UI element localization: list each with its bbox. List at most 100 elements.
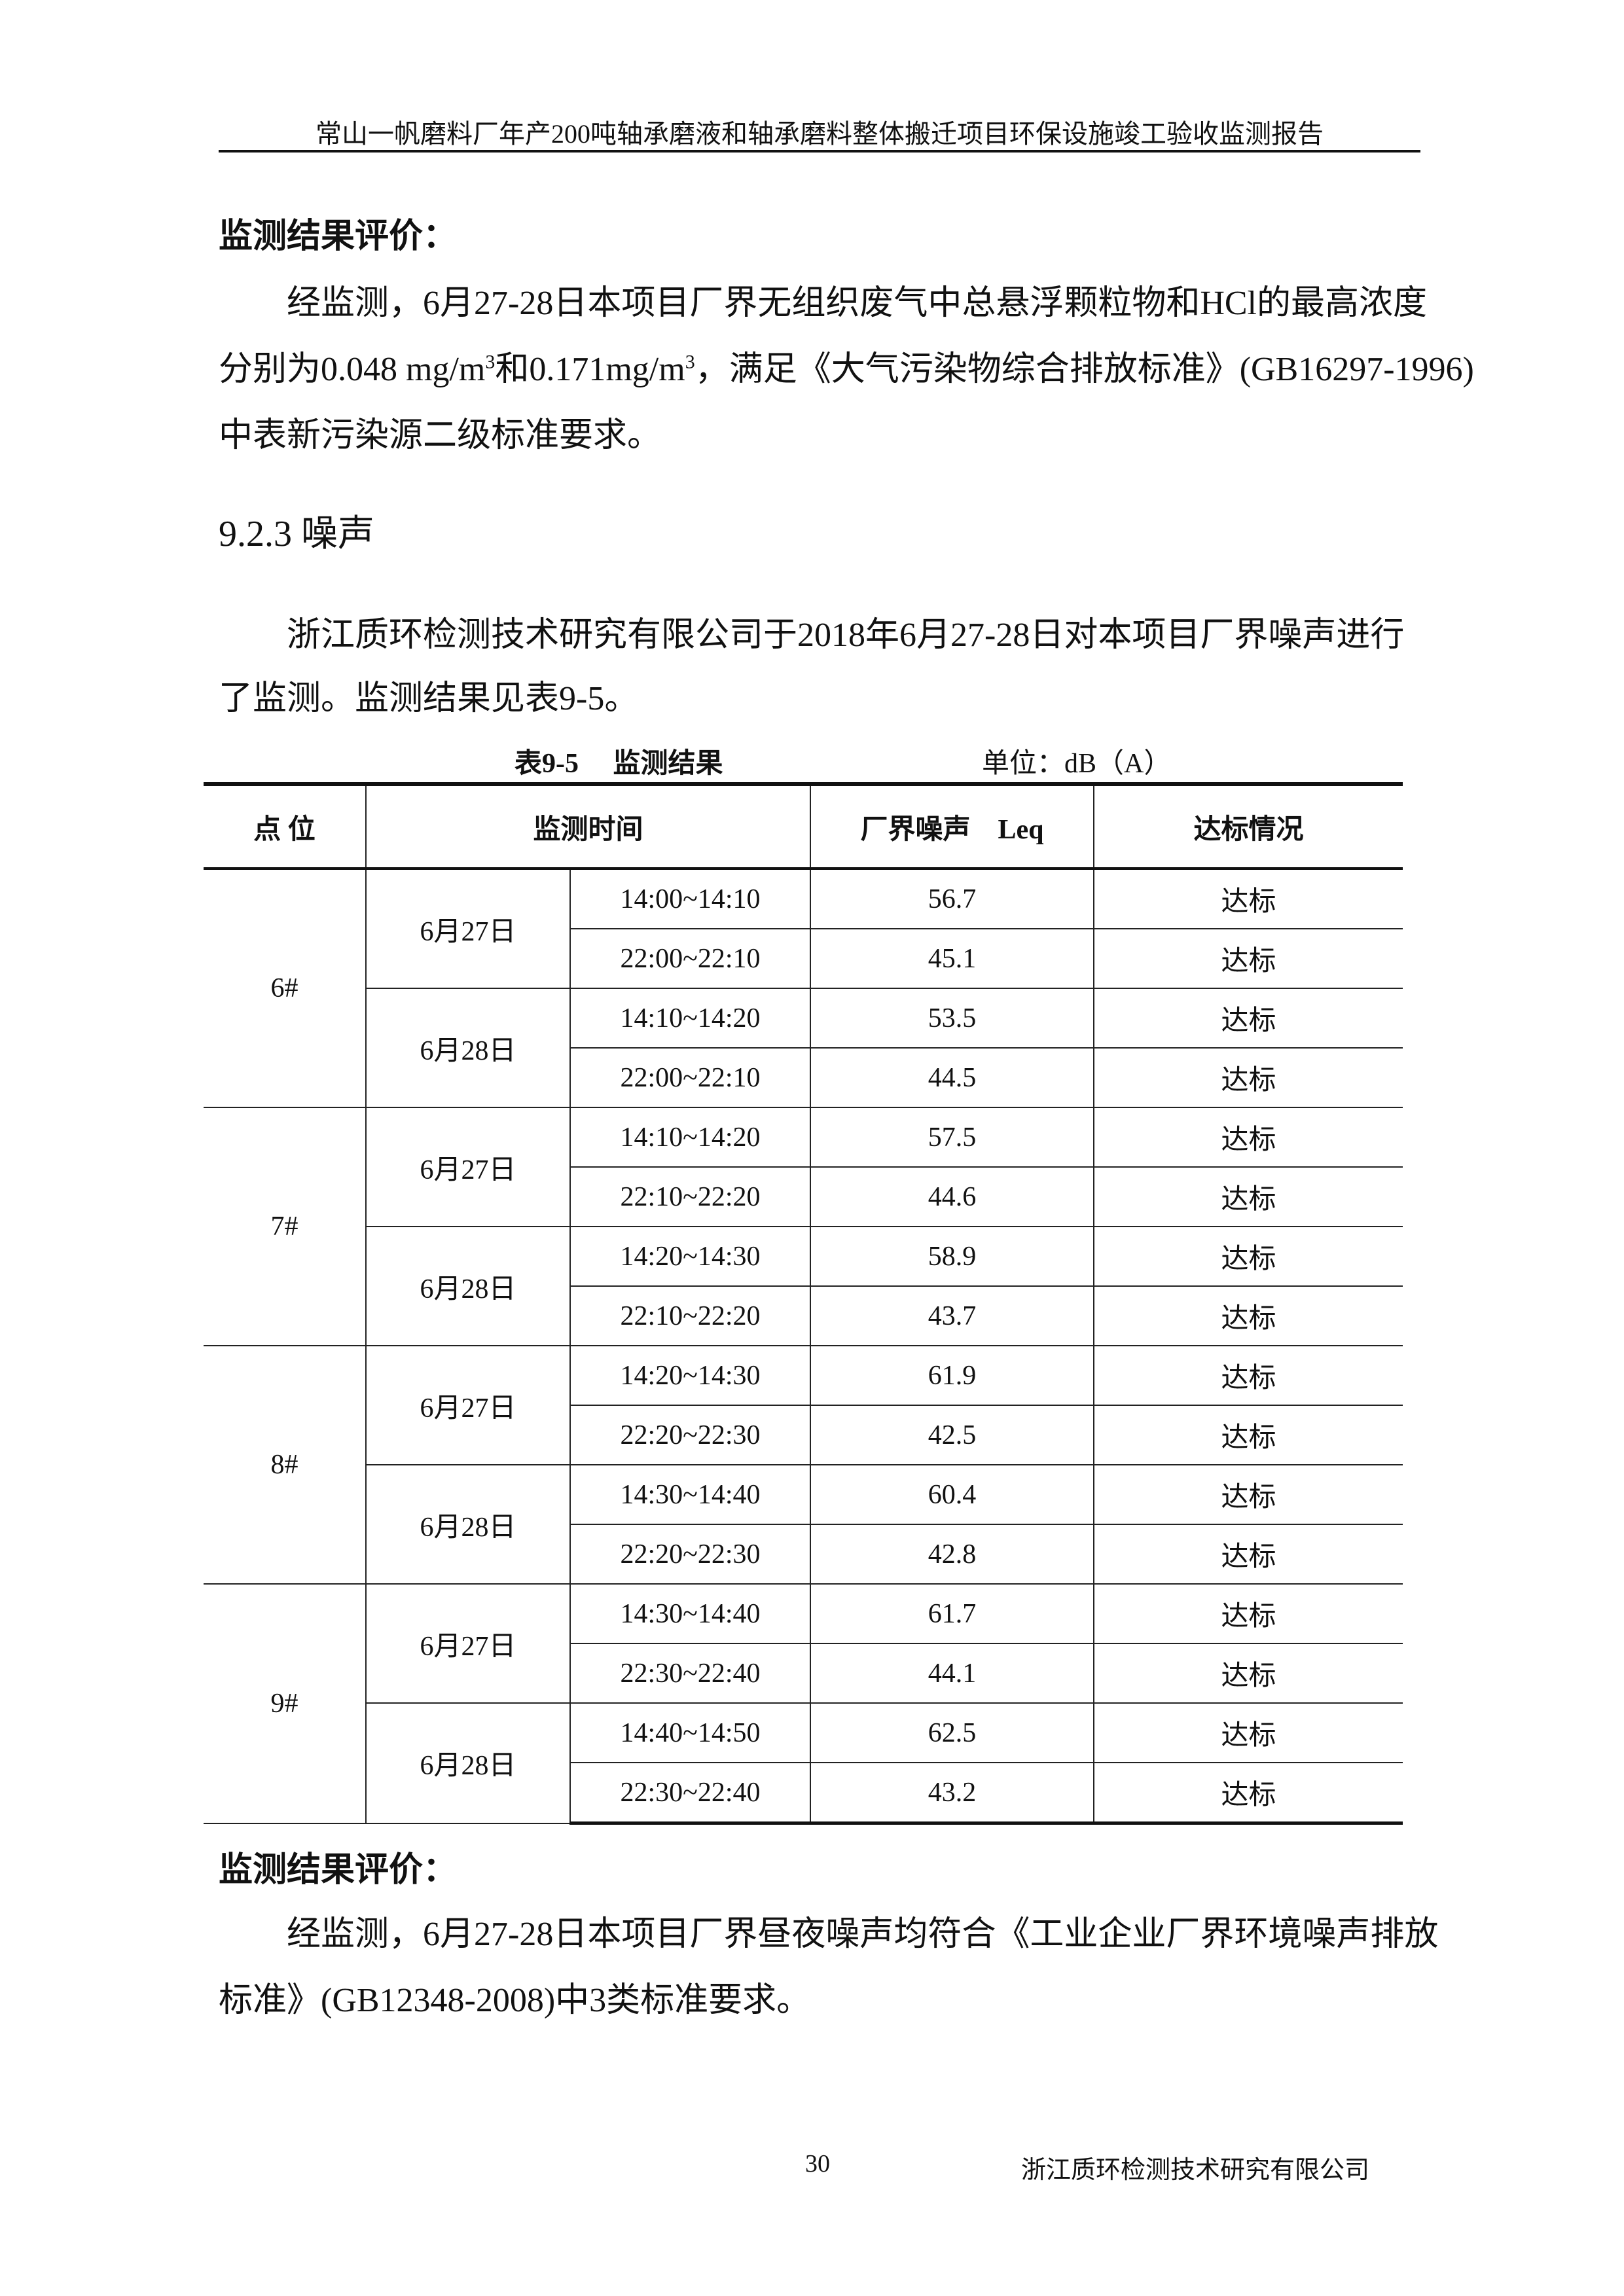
- table-row: 9# 6月27日 14:30~14:40 61.7 达标: [204, 1583, 1403, 1824]
- cell-leq: 43.2: [810, 1762, 1094, 1825]
- section-heading: 9.2.3 噪声: [219, 514, 374, 554]
- cell-status: 达标: [1093, 1464, 1403, 1525]
- cell-date: 6月28日: [366, 1226, 571, 1346]
- cell-date: 6月27日: [365, 1583, 571, 1704]
- cell-leq: 44.1: [810, 1643, 1094, 1704]
- cell-status: 达标: [1093, 1762, 1403, 1825]
- footer-company: 浙江质环检测技术研究有限公司: [1021, 2157, 1370, 2184]
- cell-point: 9#: [204, 1583, 367, 1824]
- cell-status: 达标: [1093, 1226, 1403, 1287]
- table-row: 22:20~22:30 42.8 达标: [204, 1524, 1403, 1585]
- cell-date: 6月28日: [366, 1702, 571, 1824]
- cell-date: 6月28日: [366, 988, 571, 1108]
- cell-leq: 53.5: [810, 988, 1094, 1049]
- paragraph-line: 标准》(GB12348-2008)中3类标准要求。: [219, 1982, 811, 2019]
- table-row: 7# 6月27日 14:10~14:20 57.5 达标: [204, 1107, 1403, 1346]
- cell-status: 达标: [1093, 1702, 1403, 1763]
- cell-status: 达标: [1093, 1583, 1403, 1644]
- header-point: 点 位: [204, 782, 367, 870]
- monitoring-results-table: 点 位 监测时间 厂界噪声 Leq 达标情况 6# 6月27日 14:00~14:1…: [204, 782, 1403, 1825]
- cell-status: 达标: [1093, 1643, 1403, 1704]
- table-row: 22:10~22:20 44.6 达标: [204, 1166, 1403, 1227]
- table-row: 22:00~22:10 45.1 达标: [204, 928, 1403, 989]
- cell-point: 7#: [204, 1107, 367, 1346]
- paragraph-line: 经监测，6月27-28日本项目厂界昼夜噪声均符合《工业企业厂界环境噪声排放: [287, 1916, 1439, 1953]
- cell-date: 6月27日: [365, 1345, 571, 1465]
- cell-status: 达标: [1093, 1107, 1403, 1168]
- cell-status: 达标: [1093, 1405, 1403, 1465]
- paragraph-line: 经监测，6月27-28日本项目厂界无组织废气中总悬浮颗粒物和HCl的最高浓度: [287, 285, 1428, 322]
- table-row: 22:10~22:20 43.7 达标: [204, 1285, 1403, 1346]
- cell-time: 14:30~14:40: [569, 1464, 811, 1525]
- cell-leq: 62.5: [810, 1702, 1094, 1763]
- text: 和0.171mg/m: [495, 351, 685, 388]
- table-row: 8# 6月27日 14:20~14:30 61.9 达标: [204, 1345, 1403, 1585]
- page-number: 30: [805, 2150, 830, 2178]
- cell-time: 22:00~22:10: [570, 1047, 811, 1108]
- cell-time: 14:30~14:40: [569, 1583, 811, 1644]
- cell-time: 22:20~22:30: [570, 1405, 811, 1465]
- cell-time: 22:10~22:20: [570, 1166, 811, 1227]
- cell-time: 14:20~14:30: [569, 1345, 811, 1406]
- paragraph-line: 中表新污染源二级标准要求。: [219, 417, 662, 454]
- cell-leq: 44.6: [810, 1166, 1094, 1227]
- cell-date: 6月28日: [366, 1464, 571, 1585]
- cell-time: 22:00~22:10: [570, 928, 811, 989]
- cell-point: 6#: [204, 868, 367, 1108]
- cell-time: 14:20~14:30: [569, 1226, 811, 1287]
- table-row: 6月28日 14:30~14:40 60.4 达标: [204, 1464, 1403, 1585]
- cell-leq: 58.9: [810, 1226, 1094, 1287]
- cell-status: 达标: [1093, 988, 1403, 1049]
- eval-title-2: 监测结果评价：: [219, 1852, 458, 1889]
- cell-status: 达标: [1093, 1166, 1403, 1227]
- table-row: 6月28日 14:20~14:30 58.9 达标: [204, 1226, 1403, 1346]
- cell-date: 6月27日: [365, 1107, 571, 1227]
- header-rule: [219, 150, 1420, 152]
- cell-leq: 44.5: [810, 1047, 1094, 1108]
- cell-status: 达标: [1093, 868, 1403, 929]
- table-row: 22:30~22:40 43.2 达标: [204, 1762, 1403, 1825]
- cell-leq: 42.8: [810, 1524, 1094, 1585]
- table-row: 22:30~22:40 44.1 达标: [204, 1643, 1403, 1704]
- cell-status: 达标: [1093, 1345, 1403, 1406]
- header-status: 达标情况: [1093, 782, 1403, 870]
- cell-leq: 45.1: [810, 928, 1094, 989]
- header-time: 监测时间: [365, 782, 811, 870]
- text: 分别为0.048 mg/m: [219, 351, 486, 388]
- table-row: 22:20~22:30 42.5 达标: [204, 1405, 1403, 1465]
- header-leq: 厂界噪声 Leq: [810, 782, 1094, 870]
- paragraph-line: 浙江质环检测技术研究有限公司于2018年6月27-28日对本项目厂界噪声进行: [287, 617, 1405, 654]
- cell-leq: 56.7: [810, 868, 1094, 929]
- table-row: 22:00~22:10 44.5 达标: [204, 1047, 1403, 1108]
- cell-status: 达标: [1093, 1524, 1403, 1585]
- cell-time: 22:30~22:40: [570, 1643, 811, 1704]
- cell-time: 14:40~14:50: [569, 1702, 811, 1763]
- table-row: 6月28日 14:40~14:50 62.5 达标: [204, 1702, 1403, 1824]
- paragraph-line: 分别为0.048 mg/m3和0.171mg/m3，满足《大气污染物综合排放标准…: [219, 341, 1474, 390]
- cell-leq: 61.7: [810, 1583, 1094, 1644]
- table-unit: 单位：dB（A）: [982, 749, 1172, 779]
- cell-time: 22:20~22:30: [570, 1524, 811, 1585]
- cell-leq: 60.4: [810, 1464, 1094, 1525]
- superscript: 3: [485, 351, 496, 373]
- running-header: 常山一帆磨料厂年产200吨轴承磨液和轴承磨料整体搬迁项目环保设施竣工验收监测报告: [316, 119, 1324, 149]
- cell-leq: 57.5: [810, 1107, 1094, 1168]
- text: ，满足《大气污染物综合排放标准》(GB16297-1996): [695, 351, 1474, 388]
- cell-leq: 42.5: [810, 1405, 1094, 1465]
- cell-leq: 61.9: [810, 1345, 1094, 1406]
- cell-time: 22:30~22:40: [570, 1762, 811, 1825]
- eval-title-1: 监测结果评价：: [219, 218, 458, 255]
- table-row: 6月28日 14:10~14:20 53.5 达标: [204, 988, 1403, 1108]
- cell-time: 14:10~14:20: [569, 988, 811, 1049]
- table-caption: 表9-5 监测结果: [514, 749, 723, 779]
- cell-leq: 43.7: [810, 1285, 1094, 1346]
- cell-time: 14:00~14:10: [569, 868, 811, 929]
- cell-date: 6月27日: [365, 868, 571, 989]
- cell-time: 22:10~22:20: [570, 1285, 811, 1346]
- paragraph-line: 了监测。监测结果见表9-5。: [219, 680, 639, 717]
- cell-time: 14:10~14:20: [569, 1107, 811, 1168]
- table-row: 6# 6月27日 14:00~14:10 56.7 达标: [204, 868, 1403, 1108]
- cell-point: 8#: [204, 1345, 367, 1585]
- cell-status: 达标: [1093, 1285, 1403, 1346]
- cell-status: 达标: [1093, 928, 1403, 989]
